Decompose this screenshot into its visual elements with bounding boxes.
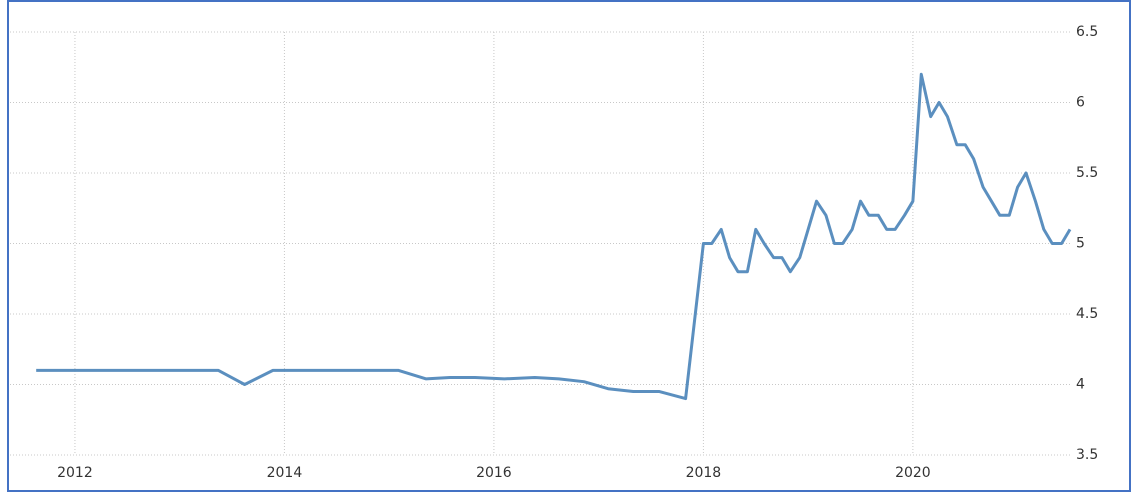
- y-tick-label: 3.5: [1076, 447, 1098, 463]
- x-tick-label: 2018: [686, 465, 722, 481]
- y-tick-label: 5.5: [1076, 165, 1098, 181]
- x-tick-label: 2020: [895, 465, 931, 481]
- x-tick-label: 2016: [476, 465, 512, 481]
- x-tick-label: 2014: [267, 465, 303, 481]
- y-tick-label: 6.5: [1076, 24, 1098, 40]
- y-tick-label: 4.5: [1076, 306, 1098, 322]
- y-tick-label: 4: [1076, 377, 1085, 393]
- data-line: [36, 72, 1072, 401]
- y-tick-label: 5: [1076, 236, 1085, 252]
- y-tick-label: 6: [1076, 95, 1085, 111]
- frame: [7, 0, 1131, 492]
- x-tick-label: 2012: [57, 465, 93, 481]
